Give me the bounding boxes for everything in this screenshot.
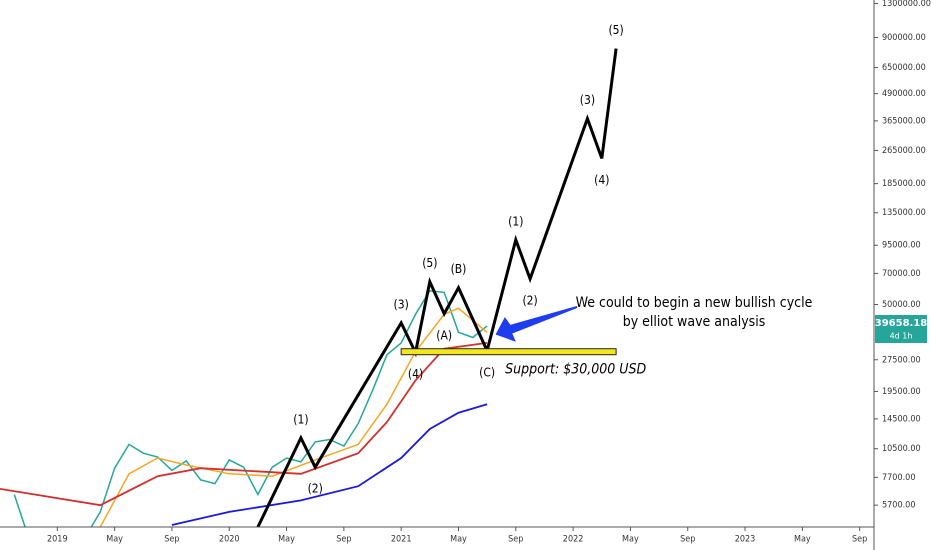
series-line (256, 48, 618, 527)
y-tick-label: 185000.00 (882, 179, 926, 189)
x-tick-label: 2019 (47, 535, 68, 545)
y-tick-label: 650000.00 (882, 63, 926, 73)
x-tick-label: 2022 (563, 535, 584, 545)
x-tick-label: May (450, 535, 467, 545)
x-tick-label: 2020 (219, 535, 240, 545)
wave-label: (C) (479, 365, 495, 379)
annotation: We could to begin a new bullish cycle (576, 295, 813, 311)
plot-area (0, 48, 618, 527)
y-tick-label: 7700.00 (882, 473, 915, 483)
wave-label: (A) (436, 328, 452, 342)
wave-label: (5) (422, 256, 437, 270)
price-box (875, 315, 927, 343)
x-tick-label: May (278, 535, 295, 545)
wave-label: (1) (508, 214, 523, 228)
x-tick-label: 2021 (391, 535, 412, 545)
wave-label: (B) (451, 262, 467, 276)
x-tick-label: Sep (508, 535, 523, 545)
wave-label: (2) (308, 482, 323, 496)
wave-label: (3) (394, 297, 409, 311)
y-tick-label: 95000.00 (882, 241, 921, 251)
price-label: 39658.18 (875, 318, 928, 329)
arrow (495, 306, 578, 342)
x-tick-label: Sep (680, 535, 695, 545)
wave-label: (2) (522, 293, 537, 307)
series-line (13, 290, 488, 527)
x-tick-label: Sep (852, 535, 867, 545)
y-tick-label: 490000.00 (882, 89, 926, 99)
x-tick-label: May (106, 535, 123, 545)
support-band (400, 348, 617, 356)
y-tick-label: 265000.00 (882, 146, 926, 156)
y-tick-label: 1300000.00 (882, 0, 931, 9)
x-tick-label: May (622, 535, 639, 545)
y-tick-label: 365000.00 (882, 116, 926, 126)
y-tick-label: 10500.00 (882, 444, 921, 454)
wave-label: (4) (408, 367, 423, 381)
y-tick-label: 19500.00 (882, 387, 921, 397)
y-tick-label: 135000.00 (882, 208, 926, 218)
x-tick-label: Sep (164, 535, 179, 545)
y-tick-label: 5700.00 (882, 501, 915, 511)
wave-label: (5) (608, 23, 623, 37)
annotation: by elliot wave analysis (623, 314, 766, 330)
x-tick-label: Sep (336, 535, 351, 545)
y-tick-label: 14500.00 (882, 414, 921, 424)
series-line (0, 342, 488, 507)
support-label: Support: $30,000 USD (505, 362, 646, 378)
y-tick-label: 27500.00 (882, 355, 921, 365)
timeframe: 4d 1h (890, 332, 913, 341)
x-tick-label: 2023 (735, 535, 756, 545)
y-tick-label: 70000.00 (882, 269, 921, 279)
wave-label: (1) (293, 412, 308, 426)
y-tick-label: 900000.00 (882, 33, 926, 43)
x-tick-label: May (794, 535, 811, 545)
wave-label: (3) (580, 93, 595, 107)
series-line (171, 403, 488, 526)
wave-label: (4) (594, 173, 609, 187)
y-tick-label: 50000.00 (882, 300, 921, 310)
